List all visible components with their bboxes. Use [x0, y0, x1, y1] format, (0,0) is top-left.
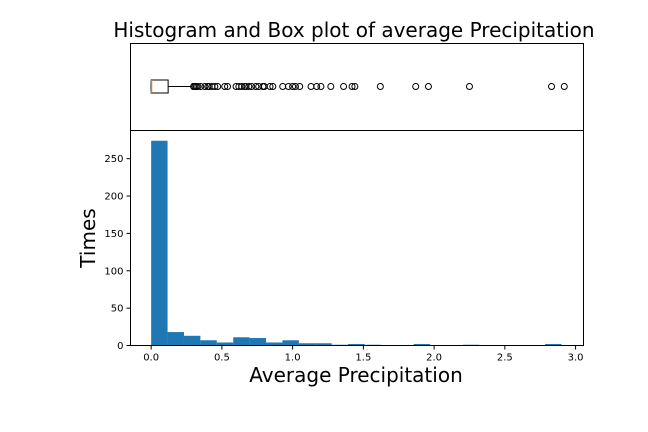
boxplot-outlier — [248, 83, 256, 90]
boxplot-outlier — [197, 83, 205, 90]
boxplot-outlier — [412, 83, 420, 90]
histogram-bar — [167, 332, 184, 346]
histogram-bar — [216, 342, 234, 346]
x-tick-label: 3.0 — [568, 353, 584, 364]
boxplot-outlier — [348, 83, 356, 90]
boxplot-outlier — [214, 83, 222, 90]
boxplot-outlier — [284, 83, 292, 90]
x-axis-ticks: 0.0 0.5 1.0 1.5 2.0 2.5 3.0 — [143, 345, 584, 364]
x-axis-label: Average Precipitation — [249, 363, 463, 387]
boxplot-outlier — [221, 83, 229, 90]
x-tick-label: 0.5 — [214, 353, 230, 364]
y-tick-label: 250 — [104, 154, 123, 165]
boxplot-box — [150, 79, 169, 94]
boxplot-outlier — [252, 83, 260, 90]
boxplot-outlier — [560, 83, 568, 90]
histogram-bar — [298, 343, 316, 346]
boxplot-outlier — [313, 83, 321, 90]
boxplot-outlier — [245, 83, 253, 90]
boxplot-outlier — [376, 83, 384, 90]
boxplot-outlier — [317, 83, 325, 90]
histogram-frame — [130, 130, 584, 346]
boxplot-outlier — [224, 83, 232, 90]
histogram-bar — [413, 344, 431, 346]
histogram-bar — [183, 335, 201, 346]
y-axis-label: Times — [76, 208, 100, 268]
histogram-bar — [315, 343, 332, 346]
boxplot-outlier — [465, 83, 473, 90]
boxplot — [150, 79, 568, 94]
histogram-bar — [249, 338, 267, 346]
y-tick-label: 50 — [111, 304, 124, 315]
x-tick-label: 2.5 — [497, 353, 513, 364]
boxplot-outlier — [238, 83, 246, 90]
boxplot-outlier — [296, 83, 304, 90]
boxplot-outlier — [279, 83, 287, 90]
histogram-bars — [151, 140, 562, 346]
y-tick-label: 100 — [104, 266, 123, 277]
histogram-bar — [233, 337, 250, 346]
x-tick-label: 0.0 — [143, 353, 159, 364]
y-axis-ticks: 0 50 100 150 200 250 — [104, 154, 131, 352]
histogram-bar — [151, 140, 168, 346]
boxplot-outlier — [291, 83, 299, 90]
boxplot-outlier — [289, 83, 297, 90]
boxplot-outlier — [327, 83, 335, 90]
boxplot-outlier — [269, 83, 277, 90]
x-tick-label: 1.5 — [355, 353, 371, 364]
x-tick-label: 2.0 — [426, 353, 442, 364]
y-tick-label: 150 — [104, 229, 123, 240]
chart-title: Histogram and Box plot of average Precip… — [113, 18, 594, 42]
histogram-bar — [545, 344, 562, 346]
boxplot-outlier — [307, 83, 315, 90]
boxplot-outlier — [548, 83, 556, 90]
y-tick-label: 200 — [104, 192, 123, 203]
boxplot-outlier — [351, 83, 359, 90]
histogram-bar — [282, 340, 299, 346]
y-tick-label: 0 — [117, 341, 123, 352]
boxplot-outlier — [266, 83, 274, 90]
histogram-bar — [348, 344, 365, 346]
histogram-bar — [266, 342, 283, 346]
boxplot-outlier — [424, 83, 432, 90]
histogram-bar — [200, 340, 217, 346]
boxplot-outlier — [201, 83, 209, 90]
boxplot-outlier — [194, 83, 202, 90]
x-tick-label: 1.0 — [285, 353, 301, 364]
boxplot-outlier — [340, 83, 348, 90]
boxplot-outlier — [211, 83, 219, 90]
